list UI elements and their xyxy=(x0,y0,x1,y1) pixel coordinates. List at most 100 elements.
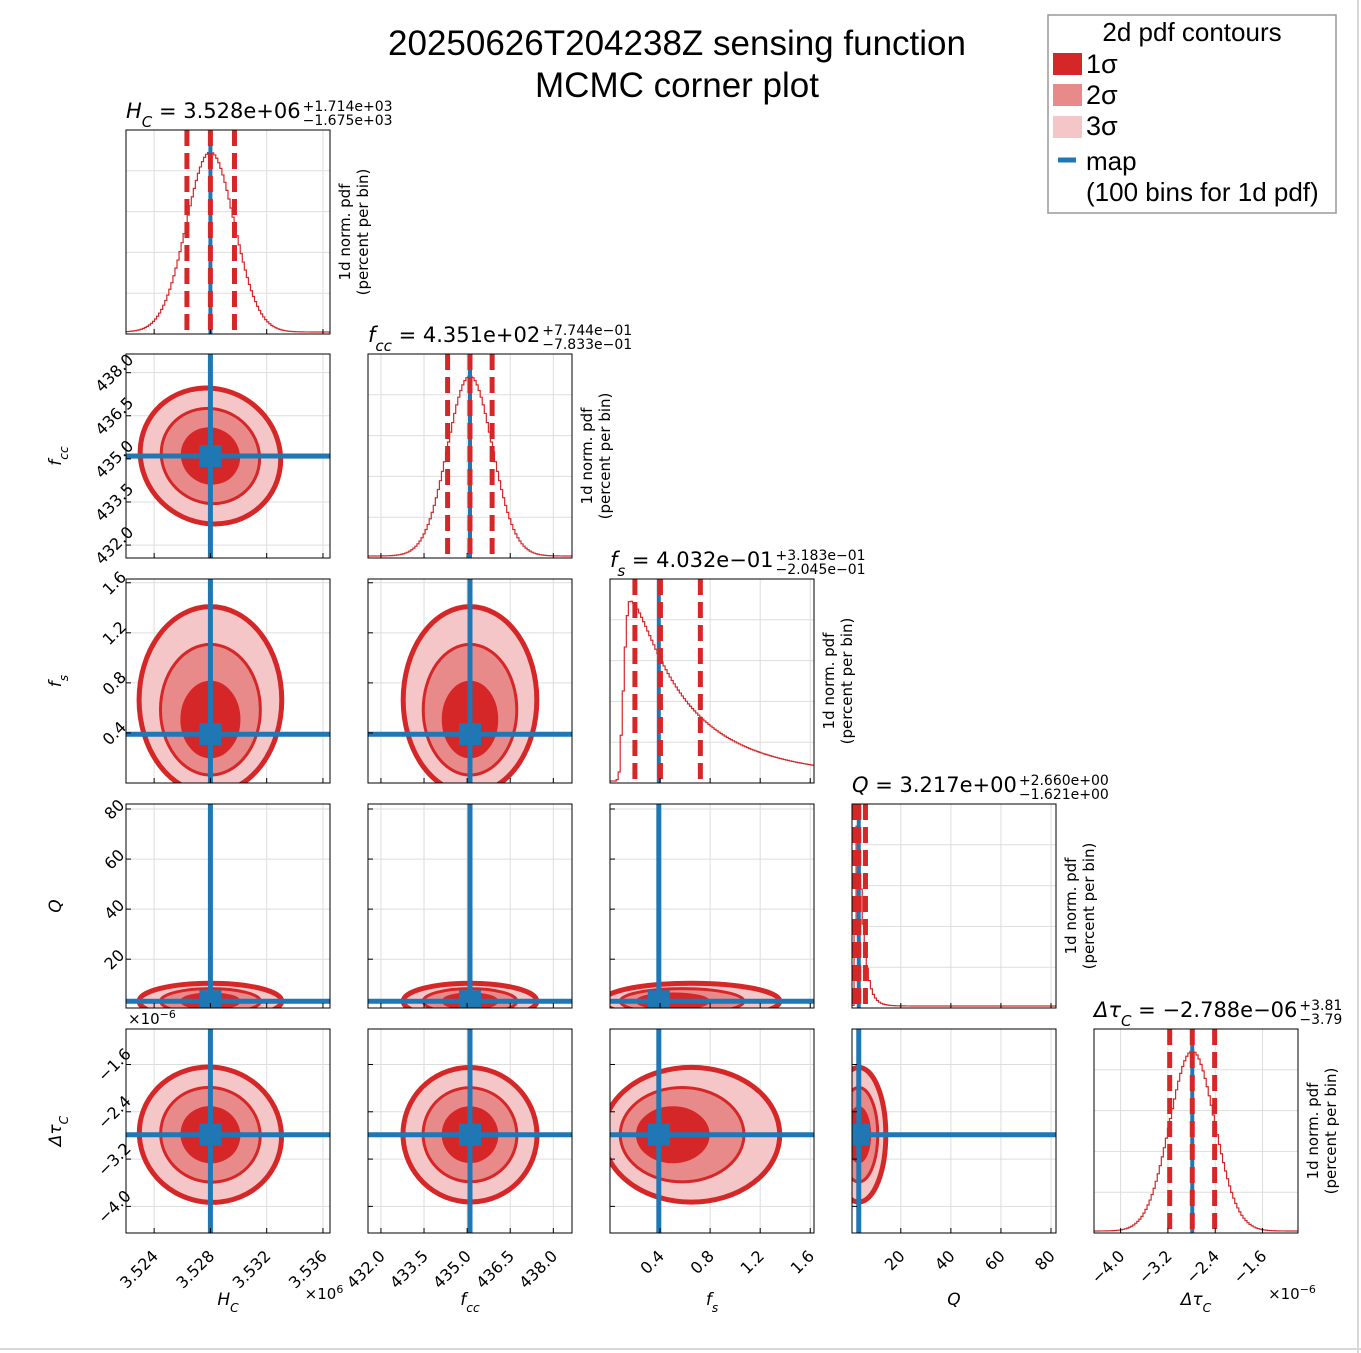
hist-ylabel-line-1: 1d norm. pdf xyxy=(578,407,596,505)
param-title-text: HC = 3.528e+06 xyxy=(126,99,301,131)
x-offset-label: ×106 xyxy=(305,1283,344,1304)
legend-swatch-1sigma xyxy=(1053,53,1082,75)
param-title-text: Q = 3.217e+00 xyxy=(852,773,1017,797)
param-title-minus: −2.045e−01 xyxy=(776,562,866,578)
hist-panel-Q: Q = 3.217e+00 +2.660e+00−1.621e+00 1d norm… xyxy=(851,773,1109,1009)
panel-frame xyxy=(367,578,573,784)
map-marker xyxy=(647,1123,670,1146)
legend: 2d pdf contours 1σ 2σ 3σ map (100 bins f… xyxy=(1047,14,1337,214)
map-marker xyxy=(199,1123,222,1146)
x-axis-label-H_C: HC xyxy=(217,1290,239,1315)
hist-ylabel-line-2: (percent per bin) xyxy=(354,169,372,296)
param-title-H_C: HC = 3.528e+06 +1.714e+03−1.675e+03 xyxy=(126,99,393,131)
panel-frame xyxy=(125,129,331,335)
hist-panel-f_cc: fcc = 4.351e+02 +7.744e−01−7.833e−01 1d no… xyxy=(367,323,632,559)
x-axis-label-f_s: fs xyxy=(706,1290,719,1315)
hist-ylabel-line-1: 1d norm. pdf xyxy=(336,183,354,281)
param-title-plus: +3.183e−01 xyxy=(776,548,866,564)
contour-panel-f_s-vs-f_cc xyxy=(367,578,573,784)
param-title-f_s: fs = 4.032e−01 +3.183e−01−2.045e−01 xyxy=(610,548,866,580)
plot-body xyxy=(368,579,572,783)
param-title-minus: −1.621e+00 xyxy=(1019,787,1109,803)
y-axis-label-Q: Q xyxy=(46,899,66,912)
x-axis-label-dtau_C: ΔτC xyxy=(1179,1290,1212,1315)
grid xyxy=(126,130,330,334)
legend-swatch-2sigma xyxy=(1053,84,1082,106)
param-title-text: fs = 4.032e−01 xyxy=(610,548,774,580)
histogram-H_C xyxy=(126,151,330,333)
panel-frame xyxy=(609,1028,815,1234)
plot-body xyxy=(610,804,814,1008)
panel-frame xyxy=(609,578,815,784)
hist-ylabel-line-2: (percent per bin) xyxy=(838,618,856,745)
hist-ylabel-line-1: 1d norm. pdf xyxy=(1062,857,1080,955)
legend-label-1sigma: 1σ xyxy=(1086,49,1118,79)
plot-body xyxy=(610,579,814,783)
map-marker xyxy=(459,723,481,746)
x-offset-label: ×10−6 xyxy=(1268,1283,1316,1304)
panel-frame xyxy=(851,803,1057,1009)
legend-note: (100 bins for 1d pdf) xyxy=(1086,177,1319,207)
hist-ylabel: 1d norm. pdf (percent per bin) xyxy=(336,169,372,296)
panel-frame xyxy=(367,1028,573,1234)
y-axis-label-f_cc: fcc xyxy=(46,446,71,466)
histogram-dtau_C xyxy=(1094,1050,1298,1232)
param-title-f_cc: fcc = 4.351e+02 +7.744e−01−7.833e−01 xyxy=(368,323,632,355)
map-marker xyxy=(199,990,222,1008)
plot-area xyxy=(610,579,814,783)
panel-frame xyxy=(125,1028,331,1234)
y-axis-label-dtau_C: ΔτC xyxy=(46,1115,71,1148)
plot-body xyxy=(126,130,330,334)
hist-panel-f_s: fs = 4.032e−01 +3.183e−01−2.045e−01 1d nor… xyxy=(609,548,866,784)
param-title-minus: −7.833e−01 xyxy=(542,337,632,353)
map-marker xyxy=(459,990,481,1008)
param-title-text: ΔτC = −2.788e−06 xyxy=(1092,998,1297,1030)
hist-panel-dtau_C: ΔτC = −2.788e−06 +3.81−3.79 1d norm. pdf (p… xyxy=(1088,998,1343,1315)
plot-body xyxy=(368,354,572,558)
panel-frame xyxy=(125,353,331,559)
legend-label-2sigma: 2σ xyxy=(1086,80,1118,110)
plot-body xyxy=(126,354,330,558)
title-line-2: MCMC corner plot xyxy=(535,66,819,105)
panel-frame xyxy=(367,803,573,1009)
title-line-1: 20250626T204238Z sensing function xyxy=(388,24,966,63)
legend-box xyxy=(1047,14,1337,214)
panel-frame xyxy=(125,578,331,784)
map-marker xyxy=(459,1123,481,1146)
histogram-Q xyxy=(852,825,1056,1007)
hist-ylabel-line-2: (percent per bin) xyxy=(1080,843,1098,970)
param-title-plus: +2.660e+00 xyxy=(1019,773,1109,789)
grid xyxy=(852,804,1056,1008)
plot-area xyxy=(126,804,330,1008)
plot-area xyxy=(126,130,330,334)
param-title-minus: −1.675e+03 xyxy=(303,113,393,129)
param-title-Q: Q = 3.217e+00 +2.660e+00−1.621e+00 xyxy=(852,773,1109,803)
param-title-dtau_C: ΔτC = −2.788e−06 +3.81−3.79 xyxy=(1092,998,1342,1030)
map-marker xyxy=(199,445,222,467)
panel-frame xyxy=(125,803,331,1009)
hist-ylabel-line-2: (percent per bin) xyxy=(596,393,614,520)
map-marker xyxy=(647,990,670,1008)
y-axis-label-f_s: fs xyxy=(46,674,71,687)
figure-title: 20250626T204238Z sensing function MCMC c… xyxy=(388,24,966,105)
param-title-plus: +3.81 xyxy=(1299,998,1342,1014)
legend-label-3sigma: 3σ xyxy=(1086,111,1118,141)
x-axis-label-Q: Q xyxy=(947,1290,960,1310)
plot-area xyxy=(852,804,1056,1008)
plot-area xyxy=(1094,1029,1298,1233)
plot-body xyxy=(126,579,330,783)
map-marker xyxy=(852,1123,870,1146)
legend-swatch-3sigma xyxy=(1053,116,1082,138)
contour-panel-dtau_C-vs-f_s: 0.4 0.8 1.2 1.6fs xyxy=(609,1028,818,1315)
x-axis-label-f_cc: fcc xyxy=(460,1290,480,1315)
plot-area xyxy=(610,804,814,1008)
param-title-minus: −3.79 xyxy=(1299,1012,1342,1028)
panel-frame xyxy=(851,1028,1057,1234)
panel-frame xyxy=(367,353,573,559)
plot-body xyxy=(368,1029,572,1233)
legend-title: 2d pdf contours xyxy=(1102,17,1281,47)
contour-panel-Q-vs-f_cc xyxy=(367,803,573,1009)
plot-body xyxy=(852,1029,1056,1233)
